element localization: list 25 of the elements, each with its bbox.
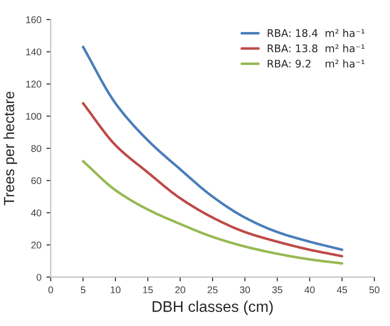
legend-label: RBA: 13.8 m² ha⁻¹ bbox=[268, 44, 364, 52]
y-tick-label: 20 bbox=[31, 242, 42, 249]
y-tick-label: 120 bbox=[26, 80, 42, 88]
y-tick-label: 60 bbox=[31, 177, 42, 184]
x-tick-label: 5 bbox=[80, 286, 86, 294]
x-tick-label: 20 bbox=[175, 286, 186, 294]
y-tick-label: 80 bbox=[31, 145, 42, 152]
legend-label: RBA: 9.2 m² ha⁻¹ bbox=[268, 60, 364, 68]
y-tick-label: 40 bbox=[31, 209, 42, 216]
y-tick-label: 140 bbox=[26, 48, 42, 56]
x-tick-label: 30 bbox=[240, 286, 250, 294]
x-tick-label: 15 bbox=[143, 286, 153, 294]
legend-label: RBA: 18.4 m² ha⁻¹ bbox=[268, 28, 364, 37]
x-axis-title: DBH classes (cm) bbox=[152, 300, 273, 315]
x-tick-label: 10 bbox=[110, 286, 120, 294]
x-tick-label: 45 bbox=[336, 286, 348, 294]
x-tick-label: 0 bbox=[48, 286, 54, 294]
x-tick-label: 40 bbox=[304, 286, 315, 294]
y-tick-label: 160 bbox=[26, 16, 42, 24]
y-tick-label: 0 bbox=[36, 274, 42, 281]
x-tick-label: 25 bbox=[208, 286, 218, 294]
x-tick-label: 50 bbox=[369, 286, 380, 294]
y-tick-label: 100 bbox=[26, 112, 42, 120]
x-tick-label: 35 bbox=[272, 286, 282, 294]
y-axis-title: Trees per hectare bbox=[4, 92, 18, 206]
